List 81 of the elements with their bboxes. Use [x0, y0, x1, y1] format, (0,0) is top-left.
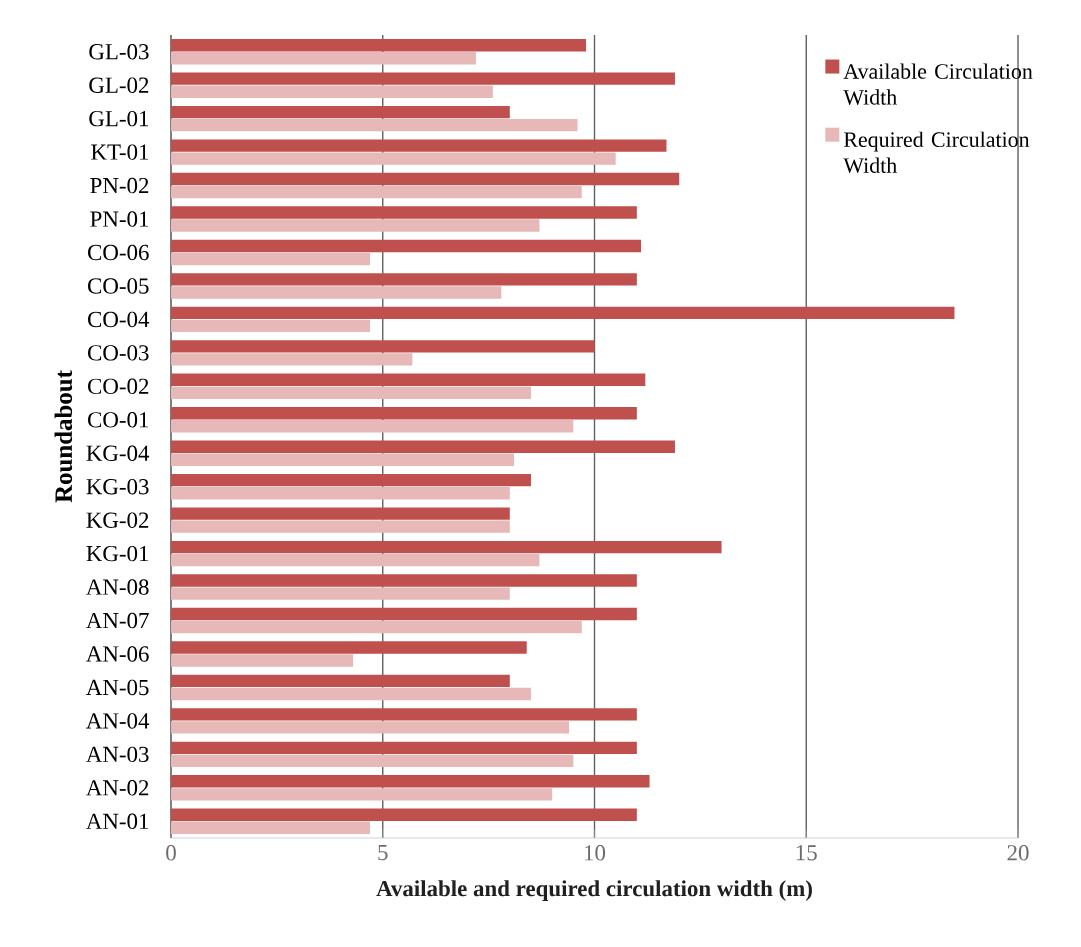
bar	[171, 105, 510, 119]
bar	[171, 687, 531, 701]
bar	[171, 286, 502, 299]
y-tick-label: CO-03	[88, 345, 149, 361]
bar	[171, 654, 354, 667]
bar	[171, 607, 637, 621]
bar	[171, 152, 616, 165]
bar	[171, 206, 637, 219]
bar	[171, 118, 578, 132]
bar	[171, 407, 637, 420]
y-tick-label: KG-02	[86, 512, 149, 528]
y-tick-label: KT-01	[91, 144, 149, 160]
bar	[171, 553, 540, 567]
bar	[171, 587, 510, 600]
bar	[171, 453, 515, 466]
legend-label: Available Circulation Width	[843, 63, 1033, 105]
bar	[171, 754, 574, 768]
bar	[171, 721, 570, 734]
y-tick-label: AN-05	[86, 679, 149, 696]
bar	[171, 574, 637, 587]
y-tick-label: AN-08	[86, 579, 149, 595]
x-tick-label: 10	[585, 845, 606, 861]
y-tick-label: GL-02	[89, 77, 149, 93]
y-tick-label: AN-03	[86, 746, 149, 763]
legend-label: Required Circulation Width	[843, 131, 1030, 174]
bar	[171, 252, 371, 266]
x-axis-title: Available and required circulation width (m)	[376, 880, 812, 901]
bar	[171, 674, 510, 688]
bar	[171, 775, 650, 788]
y-tick-label: AN-07	[86, 612, 149, 629]
y-tick-label: AN-06	[86, 646, 149, 662]
bar	[171, 52, 476, 65]
bar	[171, 708, 637, 721]
bar	[171, 306, 955, 320]
x-tick-label: 15	[796, 845, 817, 861]
y-tick-label: AN-01	[86, 813, 149, 830]
bar	[171, 273, 637, 286]
y-tick-label: PN-02	[90, 177, 149, 194]
y-tick-label: AN-04	[86, 713, 150, 729]
bar	[171, 353, 413, 366]
bar	[171, 373, 646, 386]
bar	[171, 440, 675, 453]
x-tick-label: 0	[166, 845, 176, 861]
y-tick-label: GL-01	[89, 110, 149, 127]
bar	[171, 520, 510, 533]
x-tick-label: 20	[1007, 845, 1029, 861]
x-tick-label: 5	[378, 845, 388, 861]
bar	[171, 172, 680, 186]
bar	[171, 788, 553, 801]
y-tick-label: KG-01	[86, 545, 149, 562]
bar	[171, 185, 582, 199]
bar	[171, 72, 675, 85]
y-tick-label: KG-04	[86, 445, 150, 461]
bar	[171, 641, 527, 654]
bar	[171, 219, 540, 232]
bar	[171, 239, 642, 253]
bar	[171, 808, 637, 821]
y-tick-label: CO-01	[88, 412, 149, 428]
y-axis-title: Roundabout	[54, 370, 73, 503]
bar	[171, 85, 493, 98]
bar	[171, 741, 637, 755]
bar	[171, 473, 531, 487]
y-tick-label: AN-02	[86, 780, 149, 796]
bar	[171, 139, 667, 152]
bar	[171, 540, 722, 554]
bar	[171, 487, 510, 500]
y-tick-label: CO-02	[88, 378, 149, 395]
y-tick-label: CO-06	[88, 244, 149, 261]
bar	[171, 340, 595, 353]
bar	[171, 507, 510, 520]
bar	[171, 420, 574, 433]
y-tick-label: PN-01	[90, 211, 149, 227]
bar	[171, 821, 371, 834]
y-tick-label: CO-05	[88, 278, 149, 294]
y-tick-label: GL-03	[89, 44, 149, 60]
bar	[171, 39, 587, 52]
y-tick-label: CO-04	[88, 311, 150, 328]
bar	[171, 319, 371, 333]
bar	[171, 386, 531, 400]
bar	[171, 620, 582, 634]
y-tick-label: KG-03	[86, 478, 149, 495]
